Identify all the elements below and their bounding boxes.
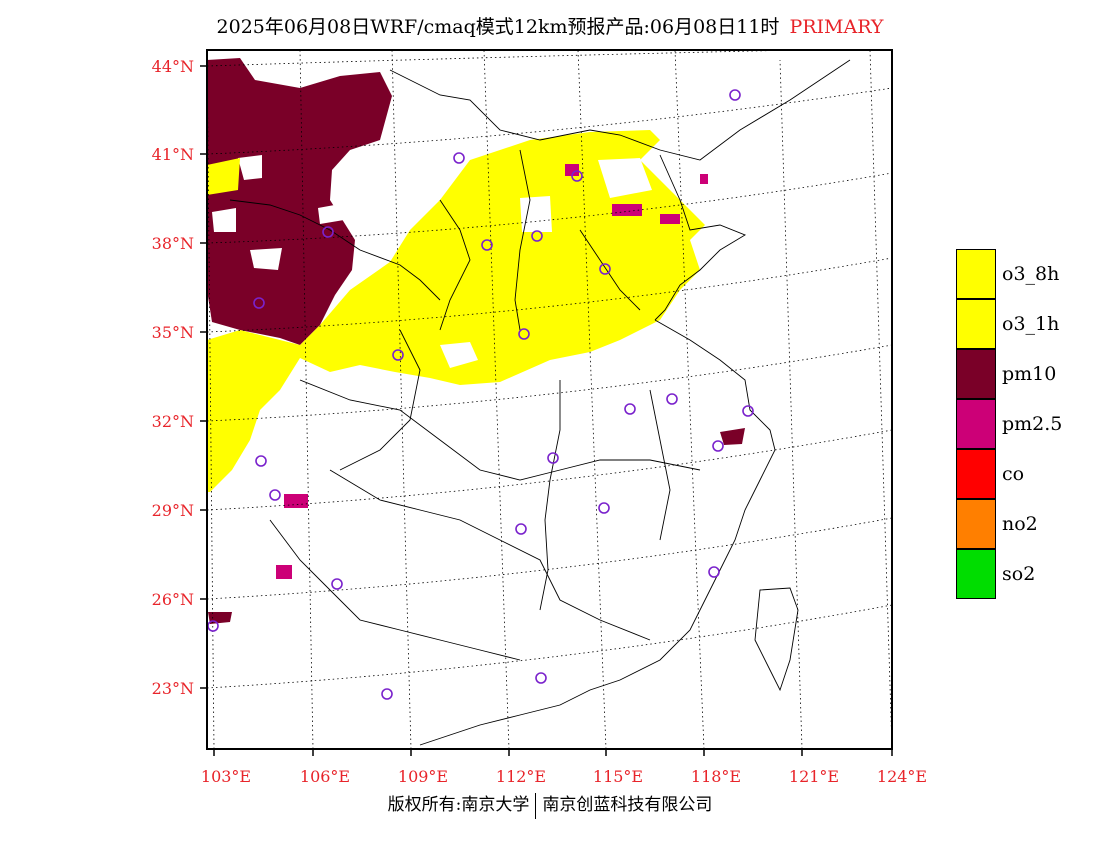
copyright-footer: 版权所有:南京大学 南京创蓝科技有限公司: [0, 790, 1100, 819]
legend-label: so2: [1002, 563, 1036, 585]
lat-label: 23°N: [152, 679, 194, 698]
lat-label: 35°N: [152, 323, 194, 342]
footer-divider: [535, 792, 537, 819]
legend-label: o3_8h: [1002, 263, 1060, 285]
legend-swatch: [956, 549, 996, 599]
lat-labels: 44°N 41°N 38°N 35°N 32°N 29°N 26°N 23°N: [152, 57, 194, 698]
lat-label: 44°N: [152, 57, 194, 76]
graticule: [207, 50, 892, 749]
lon-labels: 103°E 106°E 109°E 112°E 115°E 118°E 121°…: [201, 767, 927, 786]
legend-swatch: [956, 449, 996, 499]
legend-label: pm10: [1002, 363, 1057, 385]
lon-label: 124°E: [877, 767, 927, 786]
lat-label: 38°N: [152, 234, 194, 253]
lon-label: 118°E: [691, 767, 741, 786]
title-tag: PRIMARY: [789, 16, 884, 38]
legend-label: no2: [1002, 513, 1038, 535]
lon-label: 115°E: [593, 767, 643, 786]
legend-swatch: [956, 349, 996, 399]
lat-label: 29°N: [152, 501, 194, 520]
lat-label: 41°N: [152, 145, 194, 164]
map-title: 2025年06月08日WRF/cmaq模式12km预报产品:06月08日11时 P…: [0, 12, 1100, 39]
legend-swatch: [956, 499, 996, 549]
title-text: 2025年06月08日WRF/cmaq模式12km预报产品:06月08日11时: [216, 16, 780, 38]
lon-label: 103°E: [201, 767, 251, 786]
tick-marks: [200, 65, 893, 756]
legend-label: pm2.5: [1002, 413, 1063, 435]
o3-area: [207, 130, 705, 492]
legend-swatch: [956, 299, 996, 349]
lon-label: 112°E: [496, 767, 546, 786]
o3-clear-patches: [440, 158, 652, 368]
footer-right: 南京创蓝科技有限公司: [542, 795, 713, 815]
legend-label: o3_1h: [1002, 313, 1060, 335]
lon-label: 121°E: [789, 767, 839, 786]
lon-label: 106°E: [300, 767, 350, 786]
lat-label: 26°N: [152, 590, 194, 609]
lon-label: 109°E: [398, 767, 448, 786]
map-frame: [206, 49, 893, 750]
boundaries: [229, 59, 851, 746]
legend-label: co: [1002, 463, 1025, 485]
footer-left: 版权所有:南京大学: [387, 795, 530, 815]
pm10-clear-patches: [212, 155, 344, 270]
lat-label: 32°N: [152, 412, 194, 431]
legend-swatch: [956, 399, 996, 449]
station-markers: [207, 89, 754, 700]
legend-swatch: [956, 249, 996, 299]
